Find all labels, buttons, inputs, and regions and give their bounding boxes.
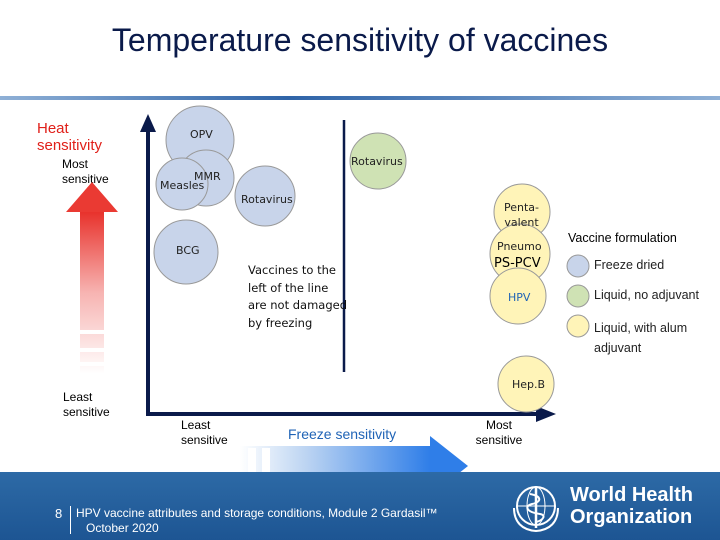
footer-divider: [70, 506, 71, 534]
footer-module-text: HPV vaccine attributes and storage condi…: [76, 506, 438, 520]
pentavalent-label-line1: Penta-: [504, 201, 540, 214]
hepb-circle: [497, 355, 555, 413]
pneumo-label: Pneumo: [497, 240, 542, 253]
who-emblem-icon: [513, 486, 559, 533]
freeze-note: Vaccines to the left of the line are not…: [248, 263, 348, 330]
measles-circle: [155, 157, 209, 211]
hepb-label: Hep.B: [512, 378, 546, 391]
bcg-circle: [153, 219, 219, 285]
heat-most-sensitive: Most sensitive: [62, 157, 109, 186]
measles-label: Measles: [160, 179, 205, 192]
who-name-line2: Organization: [570, 506, 693, 528]
rotavirus-dried-label: Rotavirus: [241, 193, 293, 206]
footer-bar: 8 HPV vaccine attributes and storage con…: [0, 472, 720, 540]
heat-label-line1: Heat: [37, 120, 69, 137]
hpv-label: HPV: [508, 291, 531, 304]
legend-title: Vaccine formulation: [568, 231, 677, 245]
bcg-label: BCG: [176, 244, 200, 257]
opv-label: OPV: [190, 128, 213, 141]
chart-axes: [140, 114, 556, 422]
footer-date: October 2020: [86, 521, 159, 535]
title-divider: [0, 96, 720, 100]
pentavalent-label-line2: valent: [504, 216, 539, 229]
legend-swatch-freeze-dried: [566, 254, 590, 278]
pcv-label: PS-PCV: [494, 256, 541, 271]
legend-label-liquid: Liquid, no adjuvant: [594, 288, 699, 302]
legend-label-freeze-dried: Freeze dried: [594, 258, 665, 272]
freeze-most-sensitive: Most sensitive: [475, 418, 523, 447]
heat-axis-label: Heat sensitivity: [37, 120, 102, 154]
page-title: Temperature sensitivity of vaccines: [111, 22, 609, 58]
vaccine-circles: [153, 105, 555, 413]
legend-swatch-liquid: [566, 284, 590, 308]
legend-swatches: [566, 254, 590, 338]
heat-least-sensitive: Least sensitive: [63, 390, 110, 419]
rotavirus-liquid-label: Rotavirus: [351, 155, 403, 168]
pentavalent-label: Penta- valent: [504, 200, 539, 230]
rotavirus-liquid-circle: [349, 132, 407, 190]
freeze-least-sensitive: Least sensitive: [181, 418, 228, 447]
heat-gradient-arrow: [66, 182, 118, 374]
legend-label-alum: Liquid, with alum adjuvant: [594, 321, 688, 355]
who-name-line1: World Health: [570, 484, 693, 506]
freeze-axis-label: Freeze sensitivity: [288, 426, 397, 442]
hpv-circle: [489, 267, 547, 325]
rotavirus-dried-circle: [234, 165, 296, 227]
page-number: 8: [55, 506, 63, 521]
mmr-label: MMR: [194, 170, 221, 183]
legend-swatch-alum: [566, 314, 590, 338]
heat-label-line2: sensitivity: [37, 137, 103, 154]
